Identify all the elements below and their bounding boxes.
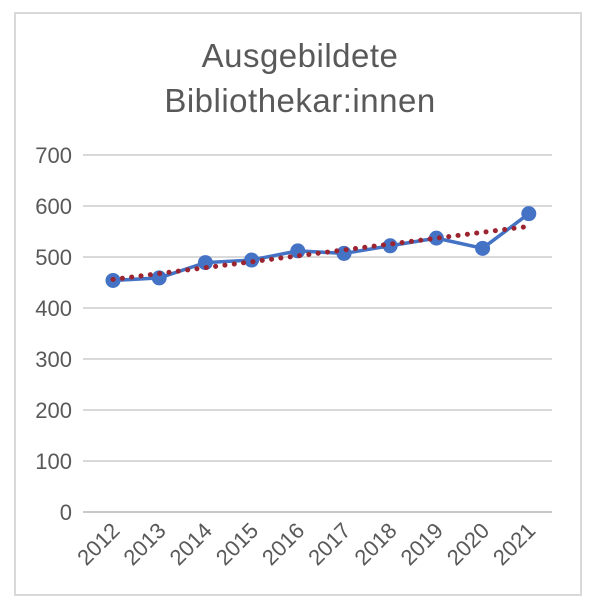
data-point-marker-2013 bbox=[151, 270, 167, 286]
y-axis-tick-label: 600 bbox=[35, 194, 72, 219]
data-point-marker-2020 bbox=[475, 240, 491, 256]
x-axis-tick-label: 2021 bbox=[488, 518, 540, 570]
chart-title-line-1: Ausgebildete bbox=[201, 37, 399, 74]
x-axis-tick-label: 2020 bbox=[442, 518, 494, 570]
y-axis-tick-label: 400 bbox=[35, 296, 72, 321]
x-axis-tick-label: 2016 bbox=[257, 518, 309, 570]
x-axis-tick-label: 2014 bbox=[165, 518, 217, 570]
y-axis-tick-label: 300 bbox=[35, 347, 72, 372]
data-point-marker-2021 bbox=[521, 206, 537, 222]
data-point-marker-2019 bbox=[428, 230, 444, 246]
y-axis-tick-label: 200 bbox=[35, 398, 72, 423]
data-series-line bbox=[111, 211, 531, 283]
y-axis-tick-label: 700 bbox=[35, 143, 72, 168]
x-axis-tick-label: 2012 bbox=[72, 518, 124, 570]
data-point-marker-2017 bbox=[336, 245, 352, 261]
x-axis-tick-label: 2017 bbox=[303, 518, 355, 570]
y-axis-tick-label: 100 bbox=[35, 449, 72, 474]
x-axis-tick-label: 2018 bbox=[349, 518, 401, 570]
chart-title: Ausgebildete Bibliothekar:innen bbox=[0, 33, 600, 123]
x-axis-tick-label: 2013 bbox=[118, 518, 170, 570]
chart-title-line-2: Bibliothekar:innen bbox=[164, 82, 436, 119]
y-axis-tick-label: 500 bbox=[35, 245, 72, 270]
x-axis-tick-label: 2015 bbox=[211, 518, 263, 570]
data-point-marker-2014 bbox=[197, 255, 213, 271]
y-axis-tick-label: 0 bbox=[60, 500, 72, 525]
x-axis-tick-label: 2019 bbox=[396, 518, 448, 570]
trendline bbox=[110, 223, 532, 282]
chart-frame bbox=[14, 12, 582, 596]
